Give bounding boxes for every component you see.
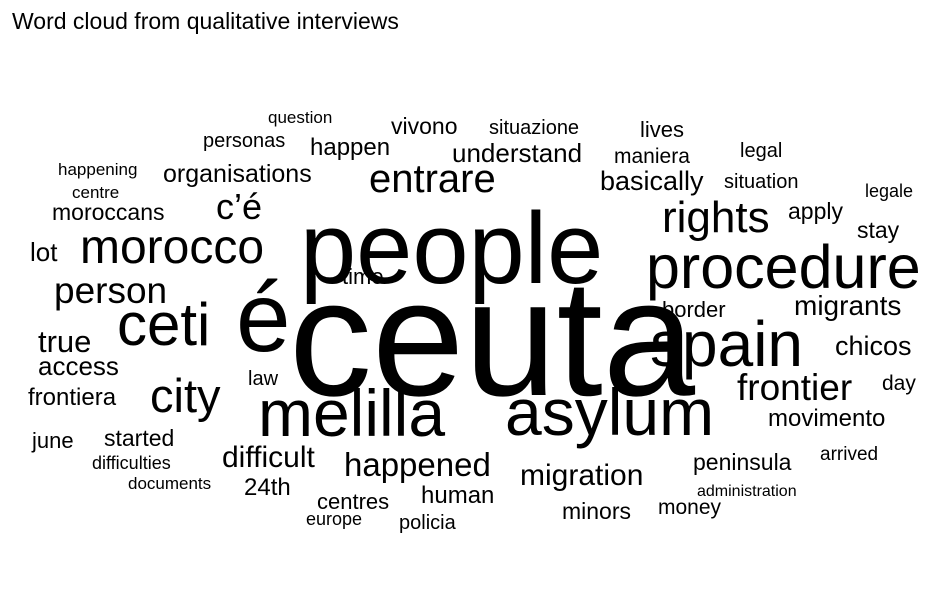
word-49: money: [658, 496, 722, 519]
word-33: stay: [857, 217, 900, 243]
word-51: personas: [203, 130, 285, 152]
word-42: centres: [317, 489, 389, 514]
word-41: time: [342, 264, 384, 289]
word-60: documents: [128, 474, 211, 493]
word-8: ceti: [117, 291, 210, 358]
word-15: c’é: [216, 186, 262, 227]
word-27: organisations: [163, 160, 312, 188]
word-36: apply: [788, 198, 843, 224]
word-31: moroccans: [52, 199, 164, 225]
word-35: vivono: [391, 113, 457, 139]
word-57: question: [268, 108, 332, 127]
word-7: procedure: [646, 233, 921, 301]
word-48: legal: [740, 140, 782, 162]
word-22: basically: [600, 166, 704, 196]
word-24: understand: [452, 138, 582, 168]
word-61: administration: [697, 483, 797, 500]
word-43: june: [31, 428, 74, 453]
chart-title: Word cloud from qualitative interviews: [12, 8, 399, 34]
word-40: lives: [640, 117, 684, 142]
word-32: peninsula: [693, 449, 792, 475]
word-44: day: [882, 372, 916, 395]
word-39: minors: [562, 498, 631, 524]
word-23: access: [38, 351, 119, 381]
word-45: situazione: [489, 117, 579, 139]
word-9: morocco: [80, 221, 264, 274]
word-55: europe: [306, 509, 362, 529]
word-6: spain: [650, 308, 803, 380]
word-34: started: [104, 425, 174, 451]
word-47: situation: [724, 171, 799, 193]
word-5: melilla: [258, 376, 445, 450]
word-13: frontier: [737, 367, 852, 408]
word-3: é: [236, 262, 291, 372]
word-56: difficulties: [92, 453, 171, 473]
word-26: lot: [30, 237, 58, 267]
word-1: ceuta: [289, 246, 696, 431]
word-14: person: [54, 270, 167, 311]
word-46: maniera: [614, 145, 690, 168]
word-18: true: [38, 324, 91, 359]
word-58: happening: [58, 160, 137, 179]
word-29: frontiera: [28, 384, 117, 411]
word-2: people: [300, 193, 603, 305]
word-20: chicos: [835, 331, 912, 361]
word-25: movimento: [768, 405, 885, 432]
word-53: arrived: [820, 444, 878, 465]
word-10: city: [150, 369, 221, 422]
word-38: border: [662, 297, 726, 322]
word-4: asylum: [505, 375, 714, 449]
word-19: migrants: [794, 290, 901, 321]
word-12: entrare: [369, 157, 496, 201]
word-17: migration: [520, 459, 643, 492]
word-30: human: [421, 482, 494, 509]
word-16: happened: [344, 446, 491, 483]
word-52: law: [248, 368, 279, 390]
word-54: legale: [865, 181, 913, 201]
word-50: policia: [399, 512, 457, 534]
word-37: 24th: [244, 474, 291, 501]
word-11: rights: [662, 193, 770, 242]
word-28: happen: [310, 134, 390, 161]
word-21: difficult: [222, 441, 315, 474]
word-59: centre: [72, 183, 119, 202]
